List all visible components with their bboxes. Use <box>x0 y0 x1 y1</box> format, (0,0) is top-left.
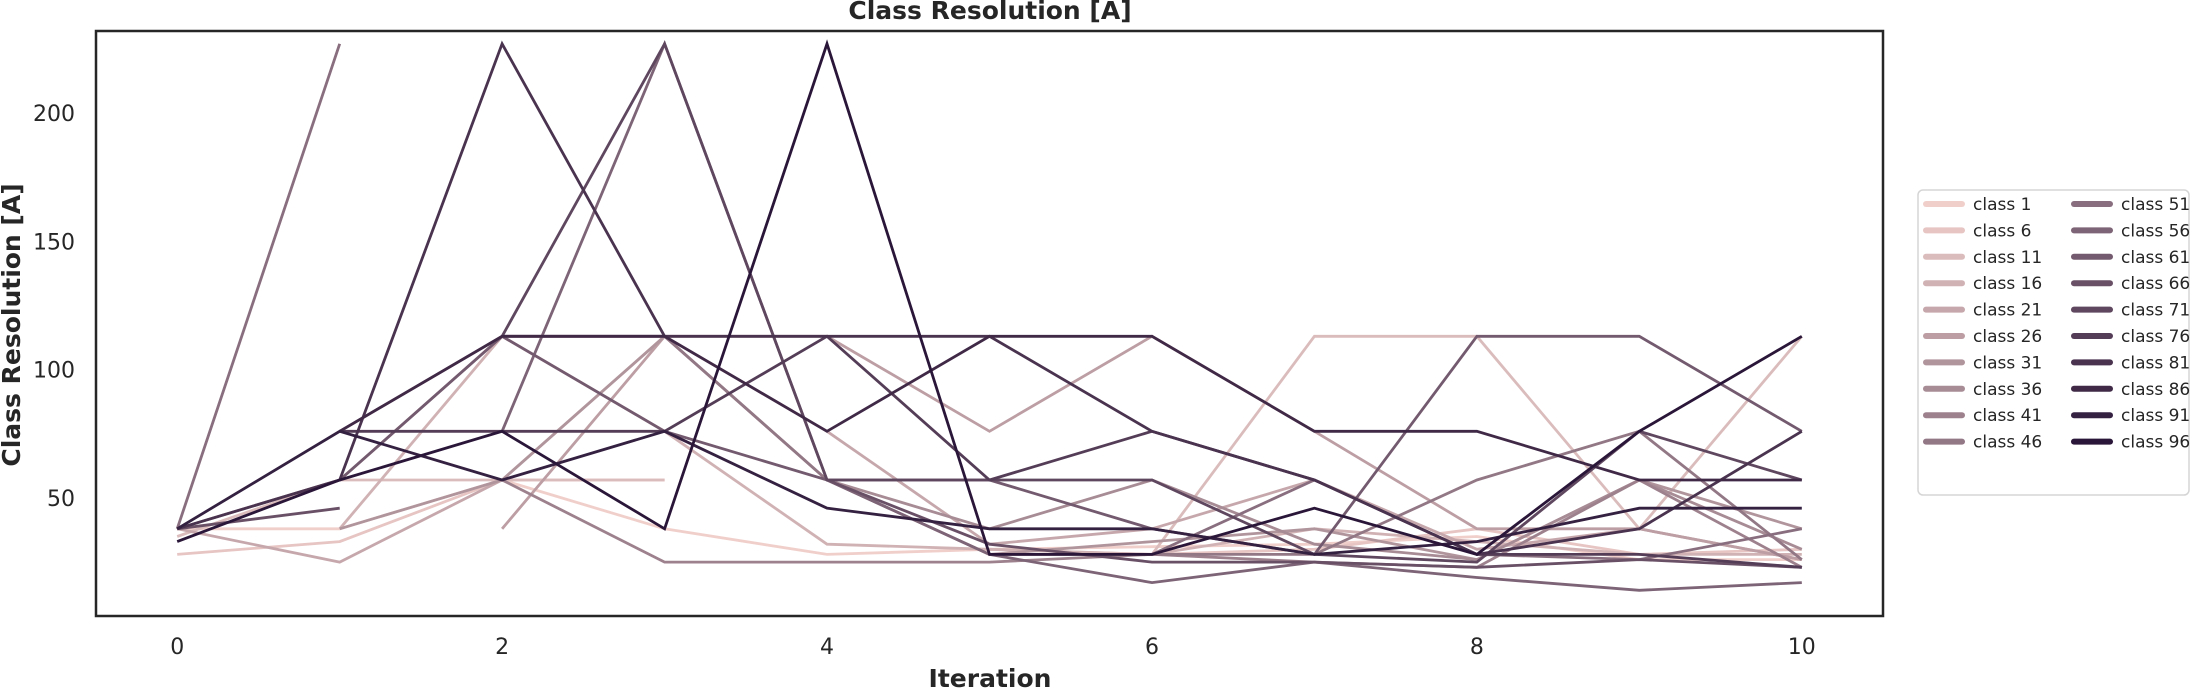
legend-item-class-16: class 16 <box>1923 274 2042 294</box>
series-line-class-96-seg-0 <box>176 39 1803 556</box>
series-line-class-81-seg-0 <box>176 40 1803 556</box>
chart-title: Class Resolution [A] <box>848 0 1131 25</box>
x-tick-label: 0 <box>170 635 184 660</box>
legend-item-class-6: class 6 <box>1923 221 2031 241</box>
legend-item-class-46: class 46 <box>1923 433 2042 453</box>
legend-box <box>1917 189 2190 496</box>
y-tick-label: 50 <box>47 487 75 512</box>
series-line-class-91-seg-0 <box>176 429 1802 556</box>
legend-item-class-76: class 76 <box>2071 327 2190 347</box>
series-line-class-61-seg-0 <box>338 334 1803 556</box>
legend-item-class-91: class 91 <box>2071 406 2190 426</box>
legend-label: class 76 <box>2121 327 2190 347</box>
legend-label: class 31 <box>1973 353 2042 373</box>
legend-label: class 41 <box>1973 406 2042 426</box>
legend-item-class-86: class 86 <box>2071 380 2190 400</box>
series-lines <box>175 39 1803 592</box>
legend-label: class 56 <box>2121 221 2190 241</box>
x-tick-label: 8 <box>1470 635 1484 660</box>
legend-item-class-81: class 81 <box>2071 353 2190 373</box>
legend-label: class 81 <box>2121 353 2190 373</box>
legend-item-class-36: class 36 <box>1923 380 2042 400</box>
series-line-class-51-seg-0 <box>175 43 342 530</box>
legend-label: class 26 <box>1973 327 2042 347</box>
y-axis-ticks: 50 100 150 200 <box>33 102 75 512</box>
y-axis-label: Class Resolution [A] <box>0 183 26 466</box>
x-axis-ticks: 0 2 4 6 8 10 <box>170 635 1816 660</box>
legend: class 1 class 6 class 11 class 16 class 21 cl… <box>1917 189 2190 496</box>
legend-item-class-66: class 66 <box>2071 274 2190 294</box>
legend-label: class 21 <box>1973 301 2042 321</box>
legend-label: class 51 <box>2121 195 2190 215</box>
legend-item-class-11: class 11 <box>1923 248 2042 268</box>
legend-label: class 66 <box>2121 274 2190 294</box>
legend-item-class-61: class 61 <box>2071 248 2190 268</box>
legend-label: class 91 <box>2121 406 2190 426</box>
plot-frame <box>94 29 1885 618</box>
y-tick-label: 150 <box>33 230 75 255</box>
legend-label: class 11 <box>1973 248 2042 268</box>
series-line-class-66-seg-1 <box>826 478 1802 569</box>
x-tick-label: 10 <box>1788 635 1816 660</box>
y-tick-label: 100 <box>33 359 75 384</box>
legend-item-class-26: class 26 <box>1923 327 2042 347</box>
legend-label: class 16 <box>1973 274 2042 294</box>
legend-item-class-71: class 71 <box>2071 301 2190 321</box>
legend-item-class-21: class 21 <box>1923 301 2042 321</box>
legend-label: class 1 <box>1973 195 2031 215</box>
legend-label: class 6 <box>1973 221 2031 241</box>
legend-item-class-96: class 96 <box>2071 433 2190 453</box>
x-tick-label: 2 <box>495 635 509 660</box>
x-tick-label: 6 <box>1145 635 1159 660</box>
x-tick-label: 4 <box>820 635 834 660</box>
legend-item-class-1: class 1 <box>1923 195 2031 215</box>
series-line-class-71-seg-0 <box>500 40 1803 564</box>
legend-label: class 61 <box>2121 248 2190 268</box>
y-tick-label: 200 <box>33 102 75 127</box>
legend-label: class 36 <box>1973 380 2042 400</box>
legend-item-class-31: class 31 <box>1923 353 2042 373</box>
legend-item-class-51: class 51 <box>2071 195 2190 215</box>
x-axis-label: Iteration <box>929 664 1052 691</box>
series-line-class-76-seg-0 <box>339 334 1802 569</box>
legend-label: class 71 <box>2121 301 2190 321</box>
series-line-class-86-seg-0 <box>338 334 1802 482</box>
legend-label: class 96 <box>2121 433 2190 453</box>
legend-label: class 46 <box>1973 433 2042 453</box>
series-line-class-66-seg-0 <box>177 506 340 531</box>
legend-label: class 86 <box>2121 380 2190 400</box>
legend-item-class-41: class 41 <box>1923 406 2042 426</box>
legend-item-class-56: class 56 <box>2071 221 2190 241</box>
series-line-class-56-seg-0 <box>500 39 1802 592</box>
